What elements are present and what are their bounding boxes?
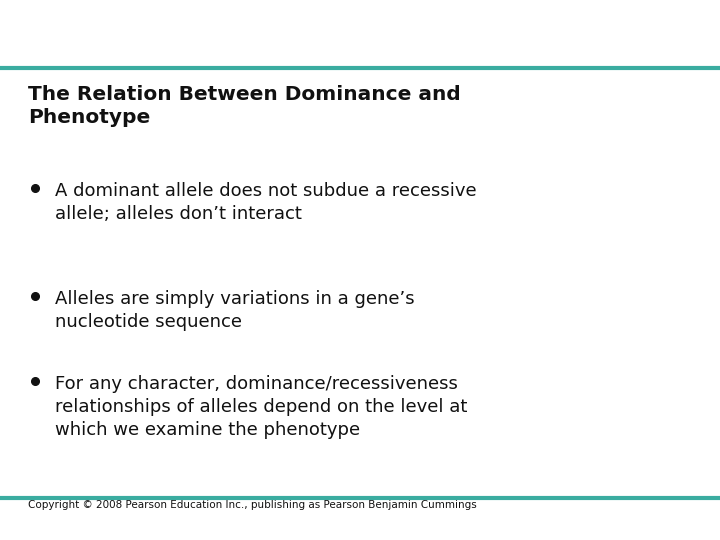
Text: The Relation Between Dominance and
Phenotype: The Relation Between Dominance and Pheno… [28,85,461,127]
Text: For any character, dominance/recessiveness
relationships of alleles depend on th: For any character, dominance/recessivene… [55,375,467,439]
Text: Alleles are simply variations in a gene’s
nucleotide sequence: Alleles are simply variations in a gene’… [55,290,415,331]
Text: A dominant allele does not subdue a recessive
allele; alleles don’t interact: A dominant allele does not subdue a rece… [55,182,477,223]
Text: Copyright © 2008 Pearson Education Inc., publishing as Pearson Benjamin Cummings: Copyright © 2008 Pearson Education Inc.,… [28,500,477,510]
